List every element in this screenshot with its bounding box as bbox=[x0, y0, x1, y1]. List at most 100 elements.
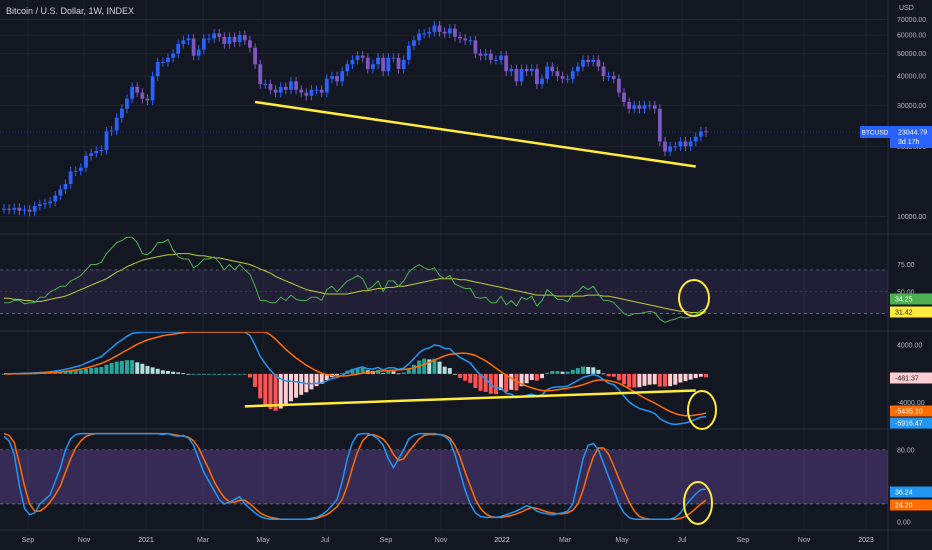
macd-histogram-bar bbox=[463, 373, 468, 381]
candle-body bbox=[412, 40, 416, 46]
candle-body bbox=[248, 40, 252, 48]
macd-histogram-bar bbox=[401, 372, 406, 374]
candle-body bbox=[135, 86, 140, 93]
macd-hist-last-tag: -481.37 bbox=[895, 376, 919, 383]
macd-histogram-bar bbox=[114, 361, 119, 374]
macd-histogram-bar bbox=[283, 373, 288, 406]
stoch-d-last-tag-bg bbox=[890, 499, 932, 511]
rsi-tick-label: 75.00 bbox=[897, 262, 915, 269]
macd-histogram-bar bbox=[545, 372, 550, 374]
rsi-last-tag-bg bbox=[890, 293, 932, 305]
candle-body bbox=[68, 171, 73, 184]
candle-body bbox=[632, 105, 637, 109]
candle-body bbox=[160, 62, 165, 64]
macd-histogram-bar bbox=[427, 359, 432, 374]
macd-histogram-bar bbox=[201, 373, 206, 375]
candle-body bbox=[355, 55, 360, 60]
x-tick-label: Mar bbox=[197, 537, 210, 544]
signal-line bbox=[4, 332, 707, 417]
macd-histogram-bar bbox=[586, 367, 591, 374]
candle-body bbox=[535, 68, 539, 85]
x-tick-label: 2023 bbox=[858, 537, 874, 544]
price-trendline[interactable] bbox=[254, 100, 696, 168]
macd-histogram-bar bbox=[693, 373, 698, 379]
macd-histogram-bar bbox=[119, 360, 124, 374]
candle-body bbox=[494, 59, 498, 61]
candle-body bbox=[89, 153, 94, 156]
rsi-tick-label: 50.00 bbox=[897, 289, 915, 296]
macd-histogram-bar bbox=[483, 373, 488, 392]
macd-histogram-bar bbox=[68, 371, 73, 374]
price-tick-label: 70000.00 bbox=[897, 17, 926, 24]
candle-body bbox=[84, 155, 88, 168]
candle-body bbox=[181, 40, 186, 44]
macd-histogram-bar bbox=[140, 363, 145, 374]
candle-body bbox=[545, 66, 550, 79]
candle-body bbox=[304, 92, 309, 96]
candle-body bbox=[145, 98, 150, 101]
candle-body bbox=[596, 59, 601, 67]
candle-body bbox=[688, 141, 693, 147]
macd-hist-last-tag-bg bbox=[890, 372, 932, 384]
rsi-highlight-circle[interactable] bbox=[678, 279, 710, 317]
candle-body bbox=[155, 62, 160, 77]
candle-body bbox=[58, 189, 63, 196]
candle-body bbox=[314, 89, 319, 91]
macd-histogram-bar bbox=[130, 360, 135, 374]
macd-histogram-bar bbox=[647, 373, 652, 385]
macd-histogram-bar bbox=[422, 358, 427, 374]
macd-histogram-bar bbox=[442, 366, 447, 374]
macd-histogram-bar bbox=[309, 373, 314, 390]
stoch-highlight-circle[interactable] bbox=[683, 481, 713, 525]
x-tick-label: Sep bbox=[380, 537, 393, 544]
candle-body bbox=[53, 195, 58, 202]
macd-histogram-bar bbox=[99, 367, 104, 374]
x-tick-label: Nov bbox=[798, 537, 811, 544]
macd-histogram-bar bbox=[406, 368, 411, 374]
macd-histogram-bar bbox=[565, 371, 570, 374]
candle-body bbox=[222, 36, 227, 44]
macd-histogram-bar bbox=[217, 373, 222, 375]
candle-body bbox=[166, 57, 170, 63]
price-tick-label: 30000.00 bbox=[897, 103, 926, 110]
candle-body bbox=[601, 66, 606, 77]
macd-histogram-bar bbox=[534, 373, 539, 381]
macd-histogram-bar bbox=[155, 368, 160, 374]
macd-histogram-bar bbox=[124, 360, 129, 374]
price-tick-label: 40000.00 bbox=[897, 74, 926, 81]
stoch-d-last-tag: 24.20 bbox=[895, 503, 913, 510]
macd-histogram-bar bbox=[165, 370, 170, 374]
macd-histogram-bar bbox=[452, 373, 457, 375]
candle-body bbox=[309, 89, 314, 96]
macd-histogram-bar bbox=[458, 373, 463, 378]
macd-tick-label: -4000.00 bbox=[897, 400, 925, 407]
macd-histogram-bar bbox=[104, 364, 109, 374]
macd-histogram-bar bbox=[396, 373, 401, 375]
candle-body bbox=[678, 141, 683, 147]
candle-body bbox=[227, 36, 232, 44]
candle-body bbox=[104, 131, 109, 150]
candle-body bbox=[637, 105, 642, 109]
candle-body bbox=[581, 59, 585, 67]
macd-histogram-bar bbox=[360, 367, 365, 374]
macd-histogram-bar bbox=[627, 373, 632, 388]
macd-tick-label: 4000.00 bbox=[897, 342, 922, 349]
candle-body bbox=[560, 76, 565, 79]
countdown-label: 3d 17h bbox=[898, 139, 920, 146]
candle-body bbox=[478, 53, 483, 56]
macd-histogram-bar bbox=[83, 368, 88, 374]
x-tick-label: Sep bbox=[22, 537, 35, 544]
macd-histogram-bar bbox=[514, 373, 519, 391]
candle-body bbox=[268, 84, 273, 90]
candle-body bbox=[289, 81, 293, 90]
macd-histogram-bar bbox=[145, 365, 150, 374]
candle-body bbox=[657, 108, 662, 142]
macd-trendline[interactable] bbox=[244, 389, 696, 408]
candle-body bbox=[575, 66, 580, 72]
macd-highlight-circle[interactable] bbox=[687, 390, 717, 430]
stoch-k-last-tag: 36.24 bbox=[895, 490, 913, 497]
macd-histogram-bar bbox=[242, 373, 247, 375]
candle-body bbox=[514, 68, 519, 82]
last-price-tag bbox=[890, 126, 932, 149]
